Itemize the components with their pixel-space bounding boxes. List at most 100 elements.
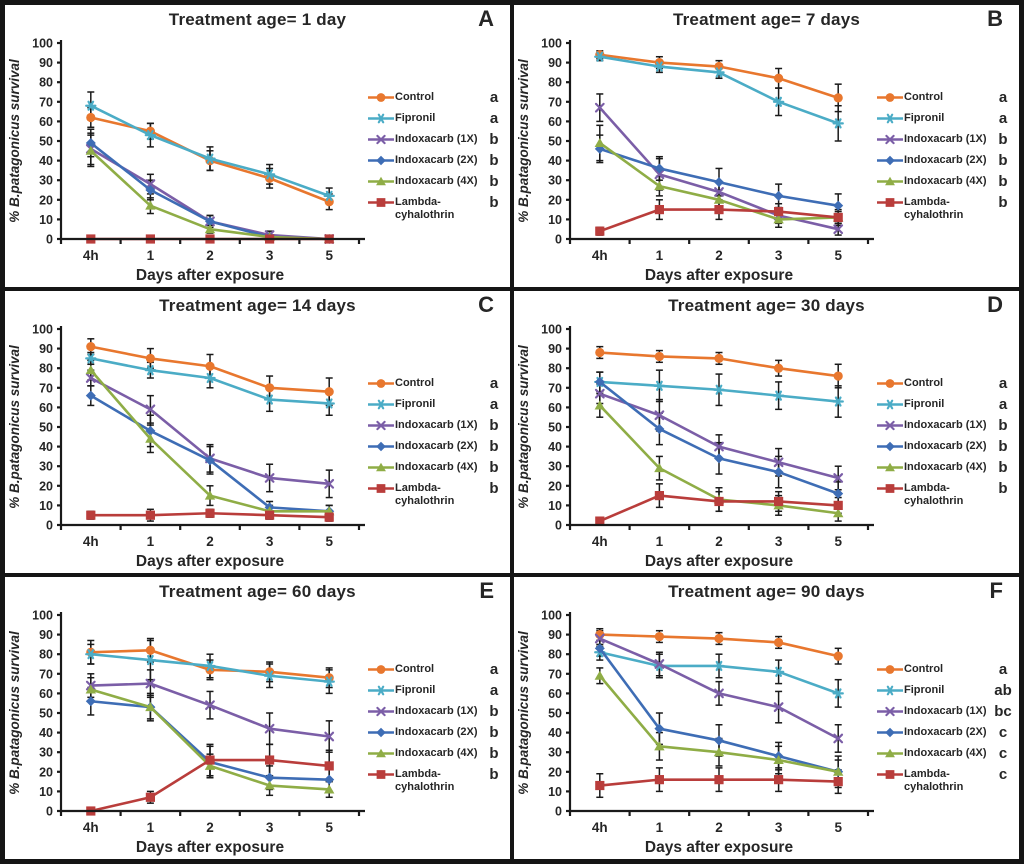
legend-swatch: [368, 135, 394, 145]
triangle-marker-icon: [654, 463, 665, 473]
star-marker-icon: [713, 660, 725, 672]
square-marker-icon: [833, 212, 843, 223]
y-tick-label: 40: [39, 726, 53, 740]
y-tick-label: 20: [548, 193, 562, 207]
legend-significance-letter: b: [489, 194, 499, 212]
xcross-marker-icon: [885, 707, 895, 717]
y-tick-label: 90: [39, 628, 53, 642]
y-axis-title-suffix: survival: [516, 345, 531, 400]
legend-significance-letter: b: [489, 152, 499, 170]
legend-entry: Control a: [876, 375, 1013, 392]
y-tick-label: 80: [548, 76, 562, 90]
legend-swatch: [877, 462, 903, 472]
legend-entry: Lambda-cyhalothrin b: [367, 766, 504, 793]
square-marker-icon: [833, 777, 843, 787]
x-tick-label: 2: [715, 534, 723, 549]
chart-legend: Control a Fipronil a Indoxacarb (1X) b Indoxac…: [367, 321, 510, 573]
star-marker-icon: [85, 353, 97, 364]
legend-label: Indoxacarb (2X): [395, 440, 478, 453]
legend-label: Indoxacarb (4X): [395, 747, 478, 760]
legend-significance-letter: b: [998, 173, 1008, 191]
xcross-marker-icon: [594, 388, 605, 399]
legend-significance-letter: c: [998, 724, 1008, 742]
triangle-marker-icon: [833, 766, 844, 776]
panel-title: Treatment age= 30 days: [668, 296, 865, 315]
panel-body: 0 10 20 30 40 50 60 70 80 90 100 4h 1 2 3 5 Days after e…: [5, 321, 510, 573]
legend-label: Indoxacarb (1X): [904, 419, 987, 432]
xcross-marker-icon: [833, 224, 844, 235]
xcross-marker-icon: [324, 731, 335, 742]
star-marker-icon: [323, 190, 335, 201]
panel-title: Treatment age= 60 days: [159, 582, 356, 601]
legend-entry: Indoxacarb (1X) b: [367, 131, 504, 148]
xcross-marker-icon: [85, 373, 96, 383]
panel-header: Treatment age= 60 days E: [5, 577, 510, 607]
y-axis-title: % B.patagonicus survival: [516, 345, 531, 509]
legend-entry: Indoxacarb (4X) b: [367, 745, 504, 762]
y-axis-title-species: B.patagonicus: [516, 686, 531, 780]
line-chart: 0 10 20 30 40 50 60 70 80 90 100 4h 1 2 3 5 Days after e…: [7, 37, 365, 284]
legend-entry: Lambda-cyhalothrin c: [876, 766, 1013, 793]
circle-marker-icon: [145, 645, 155, 655]
circle-marker-icon: [86, 342, 96, 352]
y-tick-label: 80: [39, 76, 53, 90]
y-tick-label: 70: [39, 95, 53, 109]
panel-header: Treatment age= 30 days D: [514, 291, 1019, 321]
square-marker-icon: [145, 510, 155, 520]
star-marker-icon: [144, 130, 157, 141]
y-tick-label: 90: [39, 56, 53, 70]
star-marker-icon: [772, 96, 785, 107]
y-axis-title-species: B.patagonicus: [7, 114, 22, 208]
x-axis-title: Days after exposure: [645, 839, 794, 856]
legend-swatch: [368, 176, 394, 186]
y-tick-label: 50: [39, 135, 53, 149]
axes: [57, 40, 365, 244]
legend-label: Control: [395, 377, 435, 390]
diamond-marker-icon: [885, 727, 895, 738]
star-marker-icon: [713, 67, 725, 78]
legend-swatch: [368, 685, 394, 696]
square-marker-icon: [774, 775, 784, 785]
legend-label: Fipronil: [904, 398, 945, 411]
y-tick-label: 80: [548, 648, 562, 662]
legend-swatch: [877, 685, 903, 696]
y-tick-label: 0: [46, 519, 53, 533]
triangle-marker-icon: [594, 670, 605, 680]
triangle-marker-icon: [654, 181, 665, 191]
y-tick-label: 80: [39, 648, 53, 662]
xcross-marker-icon: [885, 135, 895, 145]
panel-letter: B: [987, 6, 1003, 31]
diamond-marker-icon: [264, 772, 275, 783]
xcross-marker-icon: [264, 473, 275, 483]
legend-entry: Indoxacarb (4X) b: [367, 173, 504, 191]
legend-significance-letter: b: [489, 438, 499, 456]
y-tick-label: 10: [548, 499, 562, 513]
legend-label: Indoxacarb (1X): [395, 133, 478, 146]
circle-marker-icon: [654, 631, 664, 642]
legend-swatch: [877, 379, 903, 389]
x-axis-title: Days after exposure: [645, 267, 794, 284]
legend-significance-letter: b: [998, 438, 1008, 456]
square-marker-icon: [595, 516, 605, 526]
y-tick-label: 30: [548, 746, 562, 760]
y-tick-label: 20: [39, 193, 53, 207]
square-marker-icon: [595, 226, 605, 236]
square-marker-icon: [714, 205, 724, 215]
legend-significance-letter: a: [489, 661, 499, 679]
legend-significance-letter: b: [489, 173, 499, 191]
legend-significance-letter: b: [998, 417, 1008, 435]
legend-entry: Indoxacarb (1X) b: [367, 417, 504, 435]
circle-marker-icon: [265, 383, 275, 393]
legend-significance-letter: b: [489, 417, 499, 435]
triangle-marker-icon: [85, 145, 96, 155]
panel-letter: F: [989, 578, 1003, 603]
legend-label: Lambda-cyhalothrin: [904, 482, 964, 507]
y-tick-label: 70: [39, 381, 53, 395]
y-tick-label: 50: [39, 707, 53, 721]
legend-swatch: [368, 462, 394, 472]
y-tick-label: 60: [39, 401, 53, 415]
legend-entry: Lambda-cyhalothrin b: [876, 194, 1013, 221]
triangle-marker-icon: [145, 702, 156, 712]
square-marker-icon: [714, 775, 724, 785]
legend-swatch: [368, 399, 394, 410]
